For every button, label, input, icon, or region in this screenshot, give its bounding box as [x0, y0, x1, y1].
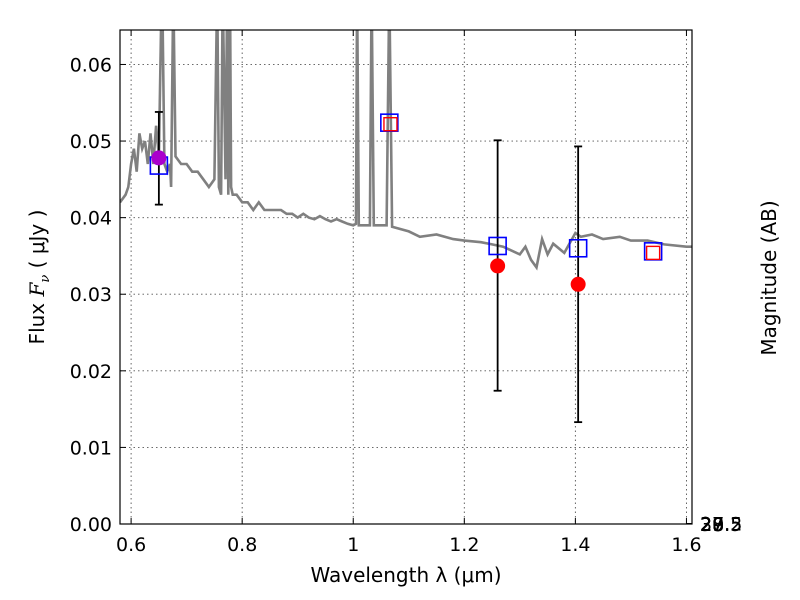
plot-frame [119, 29, 693, 525]
y-tick-label: 0.00 [70, 514, 112, 536]
right-tick-label: 29 [700, 514, 724, 536]
right-tick-label: 27 [700, 514, 724, 536]
right-tick-label: 27.5 [700, 514, 742, 536]
x-tick-label: 1.6 [671, 534, 701, 556]
data-series [120, 30, 692, 424]
x-tick-label: 1 [347, 534, 359, 556]
model-spectrum-line [120, 30, 692, 271]
y-tick-label: 0.02 [70, 361, 112, 383]
x-tick-label: 0.6 [116, 534, 146, 556]
x-tick-label: 0.8 [227, 534, 257, 556]
model-band-marker-blue [488, 236, 507, 256]
x-tick-label: 1.2 [449, 534, 479, 556]
model-band-marker-blue [568, 238, 588, 258]
x-axis-title: Wavelength λ (μm) [310, 563, 501, 587]
model-band-marker-red [383, 117, 398, 132]
y-tick-label: 0.04 [70, 208, 112, 230]
right-tick-label: 28.5 [700, 514, 742, 536]
observed-flux-marker [570, 276, 586, 292]
x-tick-label: 1.4 [560, 534, 590, 556]
right-tick-label: 30 [700, 514, 724, 536]
right-tick-label: 28 [700, 514, 724, 536]
observed-flux-marker [151, 150, 167, 166]
observed-flux-marker [490, 258, 506, 274]
y-tick-label: 0.06 [70, 54, 112, 76]
right-tick-label: 27.2 [700, 514, 742, 536]
y-axis-title: Flux Fν ( μJy ) [25, 210, 53, 345]
y-tick-label: 0.03 [70, 284, 112, 306]
axis-ticks: 0.6 0.8 1 1.2 1.4 1.6 0.00 0.01 0.02 0.03 0.04 0.05… [70, 30, 742, 556]
y-tick-label: 0.01 [70, 437, 112, 459]
plot-area-background [120, 30, 692, 524]
model-band-marker-red [645, 245, 661, 261]
right-axis-title: Magnitude (AB) [757, 200, 781, 355]
y-tick-label: 0.05 [70, 131, 112, 153]
